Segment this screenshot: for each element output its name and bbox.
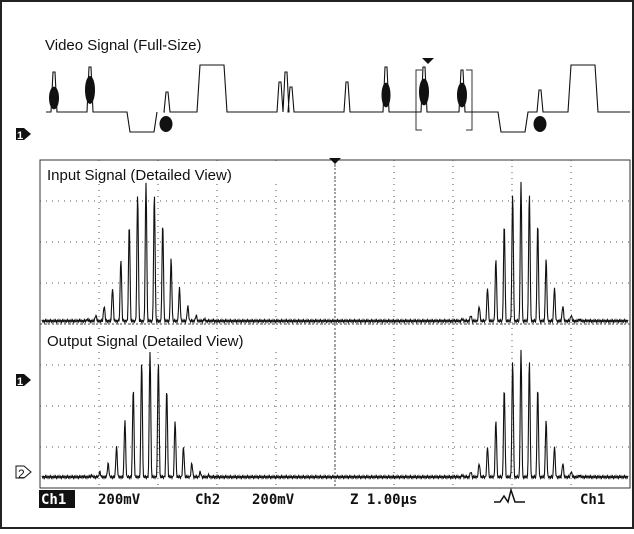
footer-ch1: Ch1 [41, 492, 66, 508]
footer-ch1-scale: 200mV [98, 492, 141, 508]
ch1-badge [39, 490, 75, 508]
burst-fill [457, 82, 467, 108]
footer-ch2: Ch2 [195, 492, 220, 508]
waveform [41, 181, 629, 325]
zoom-pointer [422, 58, 434, 64]
burst-fill [533, 116, 547, 132]
burst-fill [49, 86, 59, 110]
burst-fill [419, 78, 429, 106]
footer-ch2-scale: 200mV [252, 492, 295, 508]
trigger-icon [494, 487, 525, 504]
video-waveform [46, 64, 630, 133]
footer-trigger-source: Ch1 [580, 492, 605, 508]
footer-timebase: Z 1.00µs [350, 492, 417, 508]
ch1-marker-top: 1 [17, 130, 23, 142]
marker-shape [16, 128, 31, 140]
marker-shape [15, 465, 32, 479]
waveform [41, 349, 629, 481]
burst-fill [381, 82, 391, 108]
ch2-marker: 2 [18, 467, 25, 481]
marker-shape [16, 374, 31, 386]
label-bg [42, 164, 278, 184]
panel-title: Video Signal (Full-Size) [45, 37, 201, 54]
upper-label: Input Signal (Detailed View) [47, 167, 232, 184]
zoom-brackets [415, 69, 473, 131]
lower-label: Output Signal (Detailed View) [47, 333, 244, 350]
burst-fill [85, 76, 95, 104]
ch1-marker: 1 [17, 376, 23, 388]
burst-fill [159, 116, 173, 132]
label-bg [42, 330, 288, 350]
trigger-pointer [329, 158, 341, 164]
